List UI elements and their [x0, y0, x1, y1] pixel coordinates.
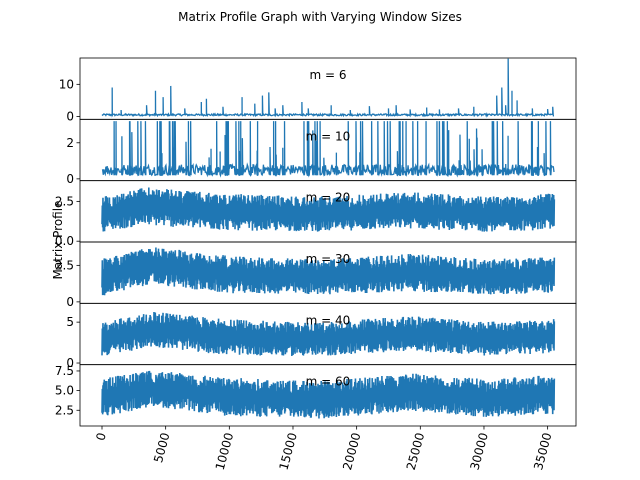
series-line-3 — [101, 187, 556, 232]
y-tick-label: 2.5 — [55, 403, 74, 417]
x-tick-label: 5000 — [151, 431, 172, 464]
subplot-label-5: m = 40 — [306, 313, 351, 327]
y-tick-label: 5.0 — [55, 384, 74, 398]
subplot-frame-6 — [79, 364, 577, 427]
y-tick-label: 2 — [66, 136, 74, 150]
series-line-6 — [101, 370, 556, 419]
x-tick-label: 0 — [93, 431, 109, 442]
series-line-4 — [101, 247, 556, 296]
subplot-label-6: m = 60 — [306, 375, 351, 389]
y-axis-label: Matrix Profile — [51, 201, 65, 280]
y-tick-label: 2.5 — [55, 194, 74, 208]
subplot-label-3: m = 20 — [306, 191, 351, 205]
x-tick-label: 10000 — [213, 431, 236, 472]
y-tick-label: 0 — [66, 109, 74, 123]
y-tick-label: 5 — [66, 315, 74, 329]
subplot-label-1: m = 6 — [309, 68, 346, 82]
series-line-2 — [101, 121, 555, 178]
y-tick-label: 2.5 — [55, 258, 74, 272]
series-line-1 — [101, 58, 555, 118]
y-tick-label: 0.0 — [55, 234, 74, 248]
x-axis: 0 5000 10000 15000 20000 25000 30000 35000 — [93, 426, 555, 472]
y-tick-label: 0 — [66, 172, 74, 186]
y-tick-label: 0 — [66, 295, 74, 309]
x-tick-label: 35000 — [531, 431, 554, 472]
subplot-3: 0.0 2.5 m = 20 — [55, 180, 577, 248]
x-tick-label: 30000 — [467, 431, 490, 472]
x-tick-label: 25000 — [404, 431, 427, 472]
chart-title: Matrix Profile Graph with Varying Window… — [178, 10, 462, 24]
y-tick-label: 7.5 — [55, 364, 74, 378]
subplot-label-2: m = 10 — [306, 129, 351, 143]
series-line-5 — [101, 311, 556, 356]
subplot-5: 0 5 m = 40 — [66, 302, 577, 370]
x-tick-label: 15000 — [276, 431, 299, 472]
subplot-6: 2.5 5.0 7.5 m = 60 — [55, 364, 577, 427]
subplot-label-4: m = 30 — [306, 252, 351, 266]
y-tick-label: 10 — [59, 77, 74, 91]
y-tick-label: 0 — [66, 356, 74, 370]
subplot-1: 0 10 m = 6 — [59, 57, 577, 123]
subplot-2: 0 2 m = 10 — [66, 118, 577, 186]
subplot-4: 0 2.5 m = 30 — [55, 241, 577, 309]
x-tick-label: 20000 — [340, 431, 363, 472]
